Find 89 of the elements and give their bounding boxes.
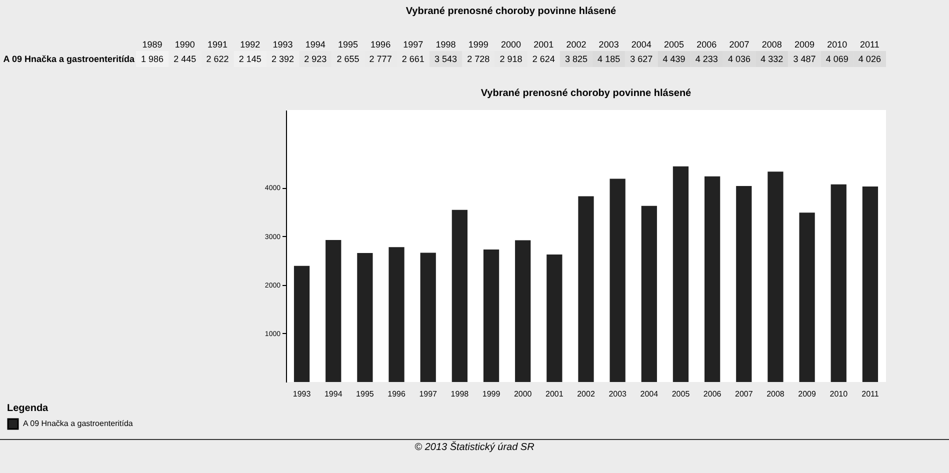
x-tick-label: 2005 bbox=[672, 390, 690, 398]
x-tick-label: 1990 bbox=[174, 40, 195, 50]
bar bbox=[578, 196, 594, 382]
data-label: 2 923 bbox=[304, 54, 327, 64]
x-tick-label: 2007 bbox=[734, 390, 754, 398]
data-label: 2 777 bbox=[369, 54, 392, 64]
x-tick-label: 2008 bbox=[762, 40, 782, 50]
data-label: 4 036 bbox=[728, 54, 751, 64]
x-tick-label: 1996 bbox=[388, 390, 406, 398]
bar bbox=[420, 252, 436, 382]
x-tick-label: 2003 bbox=[608, 390, 628, 398]
data-label: 4 026 bbox=[858, 54, 881, 64]
x-tick-label: 2004 bbox=[640, 390, 659, 398]
x-tick-label: 2011 bbox=[860, 40, 880, 50]
x-tick-label: 2004 bbox=[631, 40, 652, 50]
x-tick-label: 1997 bbox=[403, 40, 424, 50]
x-tick-label: 1998 bbox=[436, 40, 456, 50]
x-tick-label: 1993 bbox=[272, 40, 293, 50]
data-label: 4 233 bbox=[695, 54, 718, 64]
x-tick-label: 2008 bbox=[766, 390, 785, 398]
chart-title: Vybrané prenosné choroby povinne hlásené bbox=[406, 6, 617, 17]
data-label: 3 627 bbox=[630, 54, 653, 64]
x-tick-label: 2011 bbox=[862, 390, 880, 398]
x-tick-label: 2009 bbox=[794, 40, 814, 50]
x-tick-label: 1998 bbox=[450, 390, 470, 398]
data-label: 2 655 bbox=[336, 54, 360, 64]
bar bbox=[830, 184, 846, 382]
bar bbox=[546, 254, 562, 382]
legend-title: Legenda bbox=[7, 403, 49, 414]
data-label: 2 145 bbox=[238, 54, 262, 64]
bar bbox=[610, 178, 626, 382]
data-label: 4 332 bbox=[760, 54, 784, 64]
data-label: 4 185 bbox=[598, 54, 620, 64]
bar bbox=[704, 176, 720, 382]
data-label: 4 069 bbox=[826, 54, 848, 64]
bar bbox=[388, 247, 404, 382]
x-tick-label: 1994 bbox=[305, 40, 326, 50]
x-tick-label: 2005 bbox=[664, 40, 684, 50]
x-tick-label: 2001 bbox=[534, 40, 554, 50]
x-tick-label: 1993 bbox=[292, 390, 312, 398]
data-label: 3 487 bbox=[793, 54, 816, 64]
x-tick-label: 2003 bbox=[598, 40, 619, 50]
bar bbox=[641, 206, 657, 382]
data-label: 2 624 bbox=[532, 54, 555, 64]
data-label: 3 825 bbox=[564, 54, 588, 64]
x-tick-label: 1991 bbox=[208, 40, 228, 50]
x-tick-label: 1995 bbox=[338, 40, 358, 50]
x-tick-label: 1999 bbox=[482, 390, 501, 398]
x-tick-label: 2010 bbox=[830, 390, 848, 398]
x-tick-label: 1996 bbox=[370, 40, 391, 50]
text: © 2013 Štatistický úrad SR bbox=[0, 442, 949, 453]
data-label: 2 445 bbox=[174, 54, 196, 64]
bar bbox=[515, 240, 531, 382]
x-tick-label: 2007 bbox=[729, 40, 750, 50]
chart-title: Vybrané prenosné choroby povinne hlásené bbox=[480, 88, 692, 99]
bar bbox=[862, 186, 878, 382]
bar bbox=[294, 266, 310, 382]
data-label: 2 728 bbox=[467, 54, 490, 64]
data-label: 2 918 bbox=[500, 54, 522, 64]
bar bbox=[799, 212, 815, 382]
data-label: 2 392 bbox=[271, 54, 294, 64]
x-tick-label: 2001 bbox=[546, 390, 564, 398]
x-tick-label: 2006 bbox=[696, 40, 717, 50]
legend-label: A 09 Hnačka a gastroenteritída bbox=[23, 419, 134, 428]
x-tick-label: 2002 bbox=[566, 40, 586, 50]
bar bbox=[452, 210, 468, 382]
x-tick-label: 2000 bbox=[500, 40, 522, 50]
bar bbox=[357, 253, 373, 382]
x-tick-label: 2010 bbox=[827, 40, 848, 50]
x-tick-label: 1989 bbox=[142, 40, 162, 50]
x-tick-label: 1997 bbox=[419, 390, 438, 398]
bar bbox=[736, 186, 752, 382]
bar bbox=[672, 166, 689, 382]
x-tick-label: 1999 bbox=[468, 40, 488, 50]
data-label: 1 986 bbox=[141, 54, 164, 64]
bar bbox=[326, 240, 342, 382]
data-label: 2 661 bbox=[402, 54, 424, 64]
bar bbox=[483, 249, 500, 382]
data-label: 3 543 bbox=[434, 54, 458, 64]
x-tick-label: 1995 bbox=[356, 390, 374, 398]
x-tick-label: 1992 bbox=[240, 40, 260, 50]
x-tick-label: 1994 bbox=[324, 390, 343, 398]
data-label: 4 439 bbox=[662, 54, 686, 64]
x-tick-label: 2009 bbox=[798, 390, 816, 398]
x-tick-label: 2002 bbox=[577, 390, 596, 398]
x-tick-label: 2000 bbox=[514, 390, 532, 398]
x-tick-label: 2006 bbox=[703, 390, 722, 398]
data-label: 2 622 bbox=[206, 54, 229, 64]
bar bbox=[768, 172, 784, 382]
